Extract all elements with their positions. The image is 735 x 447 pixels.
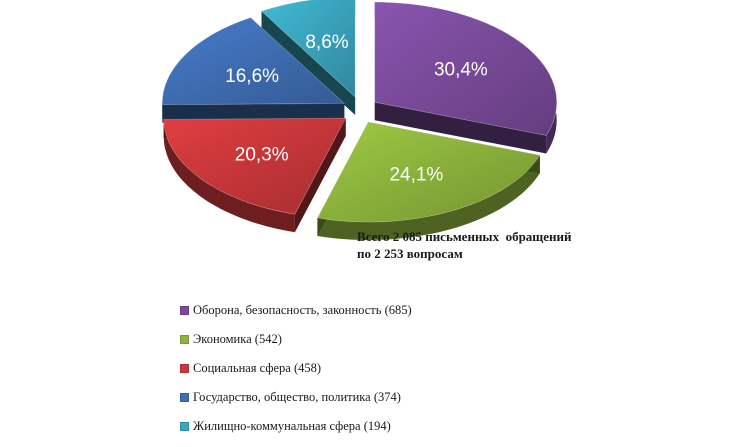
legend-label-economy: Экономика (542) bbox=[193, 331, 282, 346]
slice-face-social-0 bbox=[294, 118, 346, 233]
legend-item-housing: Жилищно-коммунальная сфера (194) bbox=[180, 418, 412, 434]
legend-label-defense: Оборона, безопасность, законность (685) bbox=[193, 302, 412, 317]
total-annotation: Всего 2 085 письменных обращений по 2 25… bbox=[357, 228, 572, 262]
legend-swatch-social bbox=[180, 363, 189, 373]
slice-label-defense: 30,4% bbox=[434, 60, 488, 81]
pie-labels: 30,4% 24,1% 20,3% 16,6% 8,6% bbox=[225, 32, 488, 186]
legend-swatch-state bbox=[180, 392, 189, 402]
legend-item-economy: Экономика (542) bbox=[180, 331, 412, 347]
legend-label-housing: Жилищно-коммунальная сфера (194) bbox=[193, 418, 391, 433]
slice-state bbox=[161, 17, 346, 106]
slice-economy bbox=[316, 121, 541, 223]
slice-side-economy bbox=[317, 155, 540, 240]
legend-swatch-defense bbox=[180, 305, 189, 315]
slice-label-social: 20,3% bbox=[235, 144, 289, 165]
slice-social bbox=[163, 117, 347, 215]
total-annotation-line-1: Всего 2 085 письменных обращений bbox=[357, 229, 572, 244]
slice-label-state: 16,6% bbox=[225, 66, 279, 87]
slice-face-housing-0 bbox=[261, 11, 356, 115]
slice-side-social bbox=[163, 119, 295, 233]
slice-face-defense-1 bbox=[374, 102, 547, 154]
slice-label-housing: 8,6% bbox=[305, 32, 348, 53]
legend-swatch-economy bbox=[180, 334, 189, 344]
slice-label-economy: 24,1% bbox=[389, 165, 443, 186]
slice-defense bbox=[374, 1, 558, 136]
chart-legend: Оборона, безопасность, законность (685) … bbox=[180, 302, 412, 447]
legend-item-defense: Оборона, безопасность, законность (685) bbox=[180, 302, 412, 318]
legend-item-social: Социальная сфера (458) bbox=[180, 360, 412, 376]
legend-swatch-housing bbox=[180, 421, 189, 431]
legend-label-state: Государство, общество, политика (374) bbox=[193, 389, 401, 404]
legend-label-social: Социальная сфера (458) bbox=[193, 360, 322, 375]
slice-housing bbox=[260, 0, 356, 98]
legend-item-state: Государство, общество, политика (374) bbox=[180, 389, 412, 405]
total-annotation-line-2: по 2 253 вопросам bbox=[357, 246, 463, 261]
pie-tops bbox=[161, 0, 558, 223]
slice-face-state-0 bbox=[162, 103, 345, 123]
